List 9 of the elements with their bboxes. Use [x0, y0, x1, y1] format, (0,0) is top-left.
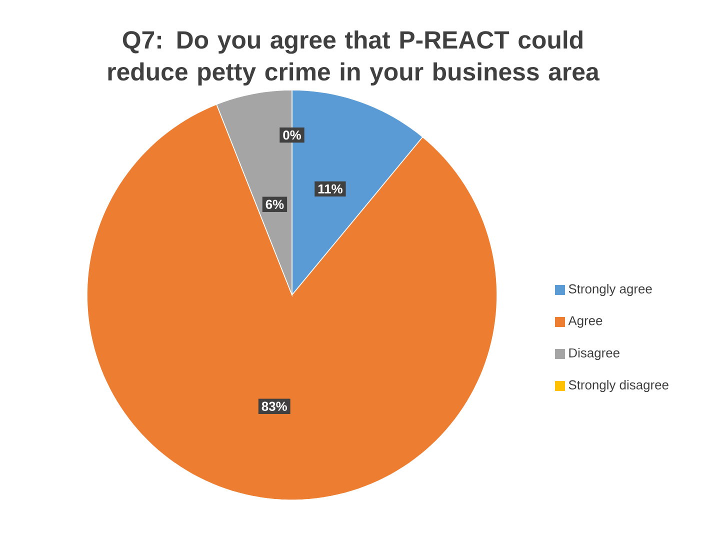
text: 0% [283, 130, 302, 140]
chart-title: Q7: Do you agree that P-REACT could reduce petty crime in your business area [108, 30, 600, 86]
data-label: 6% [266, 200, 284, 209]
data-label: 83% [262, 402, 287, 411]
legend-label: Agree [568, 316, 602, 328]
legend-label: Disagree [569, 348, 620, 360]
legend-label: Strongly agree [568, 284, 652, 296]
legend-label: Strongly disagree [568, 380, 668, 392]
data-label: 11% [318, 184, 342, 194]
